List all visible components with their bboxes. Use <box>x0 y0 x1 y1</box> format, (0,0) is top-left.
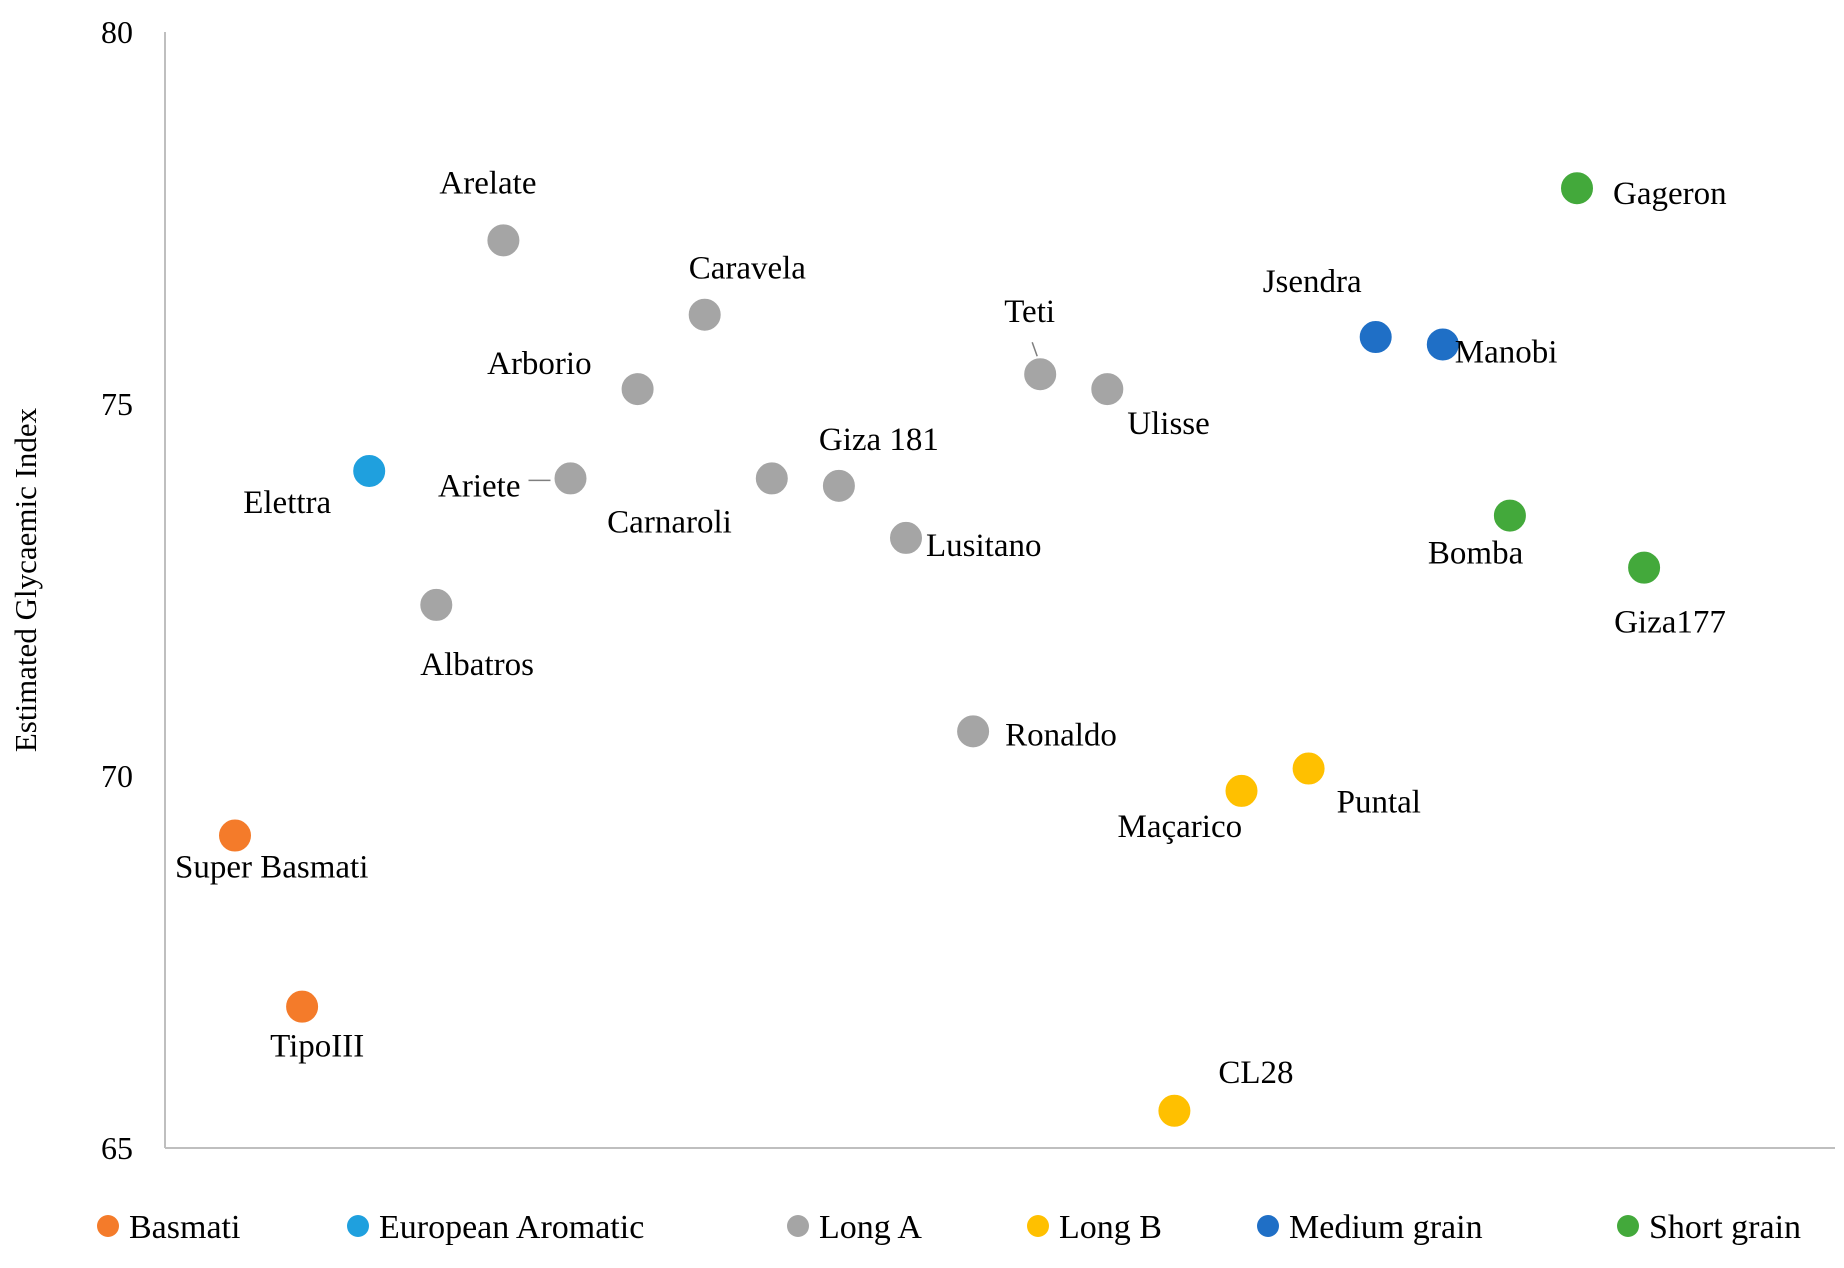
data-point <box>1223 772 1260 809</box>
data-point <box>888 519 924 556</box>
point-label: Giza 181 <box>819 422 939 458</box>
point-label: Carnaroli <box>607 504 732 540</box>
data-point <box>351 452 388 489</box>
legend-marker <box>1617 1215 1639 1237</box>
data-point <box>1424 326 1461 363</box>
point-label: Arelate <box>439 165 536 201</box>
point-label: TipoIII <box>270 1029 364 1065</box>
y-tick-label: 65 <box>101 1130 133 1166</box>
data-point <box>1626 549 1663 586</box>
data-point <box>955 713 992 750</box>
point-label: Ulisse <box>1127 406 1210 442</box>
data-point <box>485 222 522 259</box>
legend-label: Long B <box>1059 1209 1162 1246</box>
point-label: Albatros <box>420 647 534 683</box>
legend-marker <box>1257 1215 1279 1237</box>
data-point <box>1089 371 1126 408</box>
point-label: Elettra <box>243 485 331 521</box>
y-tick-label: 80 <box>101 14 133 50</box>
point-label: Jsendra <box>1263 264 1362 300</box>
point-label: Lusitano <box>926 528 1041 564</box>
point-label: CL28 <box>1218 1055 1293 1091</box>
data-point <box>1559 170 1595 207</box>
data-point <box>552 460 589 497</box>
y-tick-label: 75 <box>101 386 133 422</box>
point-label: Manobi <box>1455 334 1558 370</box>
data-point <box>753 460 790 497</box>
legend-marker <box>787 1215 809 1237</box>
y-axis-title: Estimated Glycaemic Index <box>8 407 43 752</box>
data-point <box>820 467 857 504</box>
point-label: Gageron <box>1613 176 1727 212</box>
legend-marker <box>1027 1215 1049 1237</box>
point-label: Caravela <box>689 251 807 287</box>
data-point <box>1357 319 1394 356</box>
data-point <box>1022 356 1059 393</box>
point-label: Maçarico <box>1118 809 1243 845</box>
data-point <box>217 817 253 854</box>
legend-marker <box>97 1215 119 1237</box>
point-label: Bomba <box>1428 536 1524 572</box>
point-label: Ronaldo <box>1005 717 1117 753</box>
legend-label: Basmati <box>129 1209 240 1246</box>
legend-marker <box>347 1215 369 1237</box>
data-point <box>1491 497 1528 534</box>
point-label: Super Basmati <box>175 850 368 886</box>
data-point <box>1156 1092 1193 1129</box>
legend-label: Long A <box>819 1209 922 1246</box>
leader-line-teti <box>1031 341 1038 357</box>
legend-label: Medium grain <box>1289 1209 1483 1246</box>
point-label: Puntal <box>1337 785 1421 821</box>
point-label: Giza177 <box>1614 605 1726 641</box>
point-label: Ariete <box>438 468 520 504</box>
point-label: Teti <box>1004 294 1055 330</box>
data-point <box>284 988 321 1025</box>
data-point <box>418 586 455 623</box>
y-tick-label: 70 <box>101 758 133 794</box>
data-point <box>686 296 723 333</box>
legend-label: European Aromatic <box>379 1209 644 1246</box>
point-label: Arborio <box>487 346 591 382</box>
legend-label: Short grain <box>1649 1209 1801 1246</box>
data-point <box>1290 750 1327 787</box>
data-point <box>619 371 656 408</box>
